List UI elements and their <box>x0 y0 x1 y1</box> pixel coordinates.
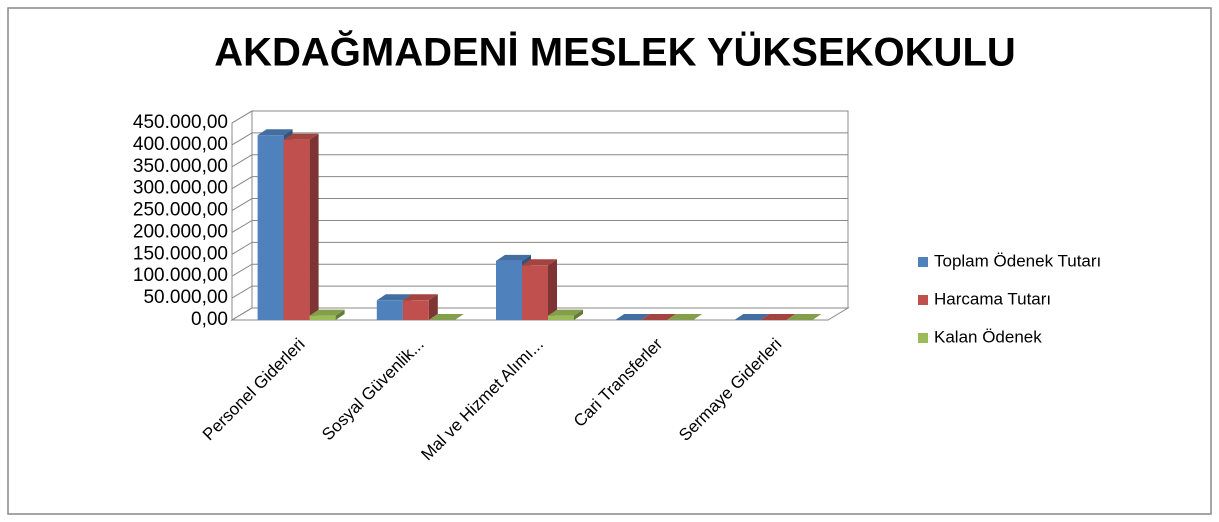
legend-swatch <box>918 295 928 305</box>
y-tick-label: 350.000,00 <box>133 156 228 177</box>
bar-top <box>641 314 677 320</box>
bar-top <box>786 314 822 320</box>
grid-line <box>231 241 848 255</box>
y-tick-label: 150.000,00 <box>133 243 228 264</box>
grid-line <box>231 176 848 190</box>
bar-top <box>257 129 293 136</box>
bar-top <box>760 314 796 320</box>
y-tick-label: 250.000,00 <box>133 200 228 221</box>
bar-top <box>496 254 531 261</box>
grid-line <box>231 263 848 277</box>
bar-top <box>548 309 583 316</box>
grid-line <box>231 307 848 321</box>
legend-label: Toplam Ödenek Tutarı <box>934 251 1101 270</box>
bar <box>402 300 429 320</box>
bar-side <box>574 309 583 320</box>
y-tick-label: 50.000,00 <box>143 287 228 308</box>
bar <box>376 300 403 320</box>
grid-line <box>231 154 848 168</box>
y-tick-label: 100.000,00 <box>133 265 228 286</box>
bar <box>496 260 522 320</box>
grid-line <box>231 132 848 146</box>
bar <box>257 135 284 320</box>
bar-top <box>734 314 770 320</box>
bar-side <box>335 309 345 320</box>
bar <box>522 265 548 320</box>
chart-title: AKDAĞMADENİ MESLEK YÜKSEKOKULU <box>214 29 1016 75</box>
y-tick-label: 450.000,00 <box>133 112 228 133</box>
bar-top <box>615 314 651 320</box>
bar-side <box>309 133 319 320</box>
y-tick-label: 400.000,00 <box>133 134 228 155</box>
side-wall <box>231 110 253 321</box>
bar-top <box>309 309 345 316</box>
bar-top <box>376 294 412 301</box>
bar <box>283 139 310 320</box>
bar-top <box>667 314 703 320</box>
bar-top <box>402 294 438 301</box>
bar-side <box>548 259 557 320</box>
grid-line <box>231 285 848 299</box>
legend-label: Harcama Tutarı <box>934 289 1051 308</box>
bar <box>309 315 336 320</box>
legend-swatch <box>918 333 928 343</box>
y-tick-label: 200.000,00 <box>133 221 228 242</box>
legend-label: Kalan Ödenek <box>934 327 1042 346</box>
bar-top <box>283 133 319 140</box>
y-tick-label: 0,00 <box>191 309 228 330</box>
y-tick-label: 300.000,00 <box>133 178 228 199</box>
bar-top <box>522 259 557 266</box>
grid-line <box>231 198 848 211</box>
bar-top <box>428 314 464 320</box>
bar-side <box>428 294 438 320</box>
grid-line <box>231 219 848 233</box>
bar <box>548 315 574 320</box>
grid-line <box>231 110 848 124</box>
legend-swatch <box>918 257 928 267</box>
